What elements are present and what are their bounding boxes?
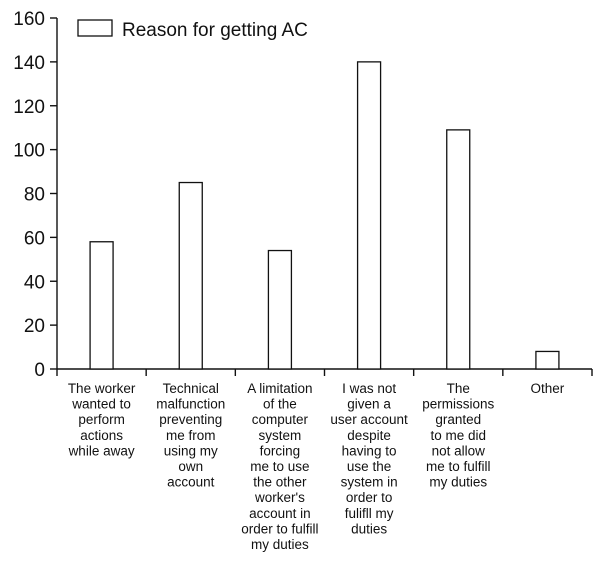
x-tick-label-line: I was not	[342, 381, 396, 396]
x-tick-label-line: using my	[164, 443, 218, 458]
bars	[89, 61, 560, 370]
x-tick-label-line: system	[259, 428, 302, 443]
bar	[446, 129, 471, 370]
x-tick-label-line: The worker	[68, 381, 136, 396]
x-tick-label-line: forcing	[260, 443, 301, 458]
x-tick-label-line: account in	[249, 506, 311, 521]
bar	[356, 61, 382, 370]
x-tick-label-line: me from	[166, 428, 216, 443]
x-tick-label-line: preventing	[159, 412, 222, 427]
bar	[178, 181, 203, 370]
x-tick-label-line: account	[167, 475, 215, 490]
x-tick-label-line: while away	[68, 443, 135, 458]
y-axis: 0 20 40 60 80 100 120 140 160	[13, 9, 58, 381]
bar	[535, 350, 560, 370]
y-tick-label: 160	[13, 9, 45, 30]
x-tick-label-line: wanted to	[71, 397, 131, 412]
legend-label: Reason for getting AC	[122, 20, 308, 41]
x-tick-label-line: despite	[347, 428, 391, 443]
y-tick-label: 80	[24, 185, 45, 206]
y-tick-label: 60	[24, 228, 45, 249]
x-tick-label-line: given a	[347, 397, 391, 412]
x-tick-label-line: me to fulfill	[426, 459, 491, 474]
x-tick-label-line: computer	[252, 412, 309, 427]
y-tick-label: 40	[24, 272, 45, 293]
x-tick-label: The worker wanted to perform actions while a…	[68, 381, 136, 458]
x-tick-label-line: order to	[346, 490, 393, 505]
x-tick-label-line: Technical	[163, 381, 219, 396]
x-axis	[56, 368, 593, 376]
x-tick-label-line: not allow	[432, 443, 486, 458]
legend: Reason for getting AC	[77, 19, 308, 41]
bar	[89, 241, 114, 370]
x-tick-label-line: worker's	[254, 490, 305, 505]
x-tick-label-line: perform	[78, 412, 125, 427]
y-tick-label: 100	[13, 141, 45, 162]
x-tick-label: Technical malfunction preventing me from usi…	[156, 381, 225, 490]
y-tick-label: 20	[24, 316, 45, 337]
bar	[267, 249, 293, 370]
x-tick-label-line: my duties	[251, 537, 309, 552]
x-tick-label-line: the other	[253, 475, 307, 490]
x-tick-label-line: own	[178, 459, 203, 474]
x-tick-label-line: actions	[80, 428, 123, 443]
x-tick-label-line: duties	[351, 521, 387, 536]
x-tick-label-line: my duties	[429, 475, 487, 490]
x-tick-label-line: permissions	[422, 397, 494, 412]
x-tick-label-line: use the	[347, 459, 391, 474]
x-tick-label: I was not given a user account despite havin…	[330, 381, 408, 536]
x-tick-label-line: user account	[330, 412, 408, 427]
x-tick-label: A limitation of the computer system forcing m…	[241, 381, 318, 552]
x-tick-label-line: having to	[342, 443, 397, 458]
legend-swatch	[77, 19, 113, 37]
x-tick-label-line: me to use	[250, 459, 309, 474]
x-tick-label-line: malfunction	[156, 397, 225, 412]
x-tick-label-line: A limitation	[247, 381, 312, 396]
x-tick-label-line: system in	[341, 475, 398, 490]
x-tick-label-line: The	[447, 381, 470, 396]
y-tick-label: 120	[13, 97, 45, 118]
x-tick-label-line: to me did	[430, 428, 486, 443]
x-tick-label: The permissions granted to me did not allow m…	[422, 381, 494, 490]
x-tick-label-line: granted	[435, 412, 481, 427]
x-tick-label-line: of the	[263, 397, 297, 412]
x-tick-label-line: Other	[531, 381, 565, 396]
x-tick-label-line: fulifll my	[345, 506, 394, 521]
x-tick-label-line: order to fulfill	[241, 521, 318, 536]
x-tick-labels: The worker wanted to perform actions while a…	[68, 381, 565, 552]
y-tick-label: 0	[34, 360, 45, 381]
x-tick-label: Other	[531, 381, 565, 396]
y-tick-label: 140	[13, 53, 45, 74]
